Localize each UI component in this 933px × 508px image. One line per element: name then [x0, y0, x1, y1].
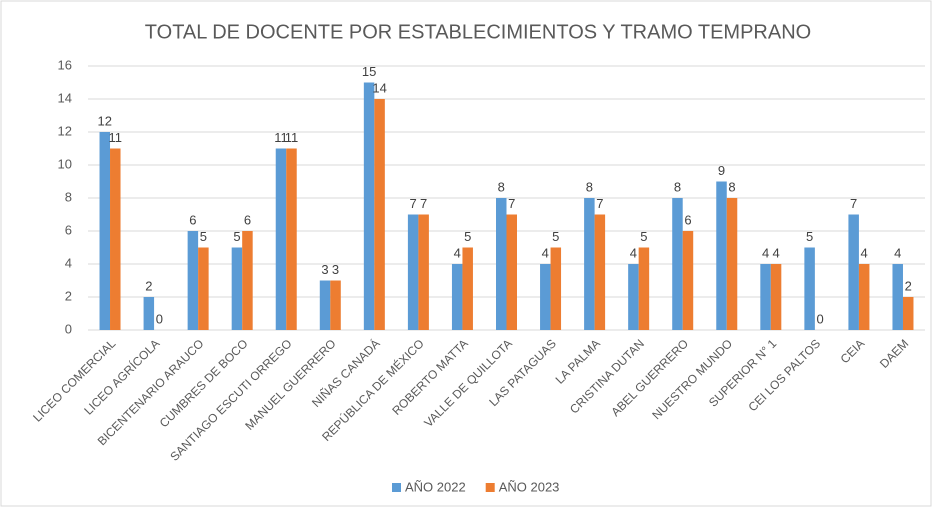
legend-swatch [485, 483, 495, 492]
bar [848, 214, 859, 330]
bar [99, 132, 111, 330]
bar [506, 214, 517, 330]
data-label: 6 [684, 212, 691, 227]
data-label: 7 [420, 196, 427, 211]
data-label: 6 [189, 212, 196, 227]
bar [858, 264, 870, 330]
bar [638, 247, 650, 330]
bar [682, 231, 694, 330]
data-label: 4 [762, 245, 769, 260]
data-label: 11 [109, 130, 123, 145]
bar [451, 264, 463, 330]
data-label: 8 [498, 179, 505, 194]
bar [594, 214, 606, 330]
bar [198, 247, 209, 330]
bar [550, 247, 562, 330]
data-label: 5 [552, 229, 559, 244]
data-label: 2 [145, 278, 152, 293]
data-label: 7 [508, 196, 515, 211]
bar [363, 82, 375, 330]
data-label: 6 [244, 212, 251, 227]
bar [462, 247, 473, 330]
data-label: 8 [728, 179, 735, 194]
data-label: 3 [321, 262, 328, 277]
data-label: 8 [674, 179, 681, 194]
data-label: 5 [464, 229, 471, 244]
data-label: 0 [817, 311, 824, 326]
bar [110, 148, 121, 330]
bar [496, 198, 507, 330]
data-label: 9 [718, 163, 725, 178]
bar [770, 264, 782, 330]
data-label: 11 [274, 130, 288, 145]
data-label: 15 [362, 64, 376, 79]
data-label: 7 [850, 196, 857, 211]
bar [672, 198, 683, 330]
data-label: 5 [806, 229, 813, 244]
y-tick-label: 2 [65, 288, 72, 303]
chart-title: TOTAL DE DOCENTE POR ESTABLECIMIENTOS Y … [145, 21, 811, 43]
data-label: 11 [285, 130, 299, 145]
bar [286, 148, 297, 330]
bar [275, 148, 287, 330]
bar [628, 264, 639, 330]
bar [892, 264, 903, 330]
data-label: 4 [454, 245, 461, 260]
bar [726, 198, 738, 330]
data-label: 0 [156, 311, 163, 326]
legend-label: AÑO 2022 [405, 479, 466, 494]
y-tick-label: 14 [58, 90, 72, 105]
data-label: 4 [772, 245, 779, 260]
bar [231, 247, 243, 330]
data-label: 5 [233, 229, 240, 244]
y-tick-label: 16 [58, 57, 72, 72]
bar [143, 297, 155, 330]
y-tick-label: 10 [58, 156, 72, 171]
bar [584, 198, 595, 330]
y-tick-label: 12 [58, 123, 72, 138]
y-tick-label: 8 [65, 189, 72, 204]
data-label: 4 [861, 245, 868, 260]
y-tick-label: 0 [65, 321, 72, 336]
bar [716, 181, 727, 330]
data-label: 4 [542, 245, 549, 260]
data-label: 5 [200, 229, 207, 244]
bar [374, 99, 385, 330]
bar [540, 264, 551, 330]
bar [902, 297, 914, 330]
data-label: 4 [894, 245, 901, 260]
data-label: 7 [410, 196, 417, 211]
data-label: 14 [372, 80, 386, 95]
data-label: 2 [905, 278, 912, 293]
y-tick-label: 6 [65, 222, 72, 237]
bar [407, 214, 419, 330]
bar [187, 231, 199, 330]
data-label: 12 [98, 113, 112, 128]
bar [804, 247, 815, 330]
bar [418, 214, 429, 330]
legend-swatch [392, 483, 401, 492]
legend-label: AÑO 2023 [499, 479, 560, 494]
data-label: 3 [332, 262, 339, 277]
data-label: 7 [596, 196, 603, 211]
data-label: 5 [640, 229, 647, 244]
bar [242, 231, 253, 330]
data-label: 8 [586, 179, 593, 194]
bar [330, 280, 341, 330]
bar [760, 264, 771, 330]
bar [319, 280, 331, 330]
data-label: 4 [630, 245, 637, 260]
y-tick-label: 4 [65, 255, 72, 270]
